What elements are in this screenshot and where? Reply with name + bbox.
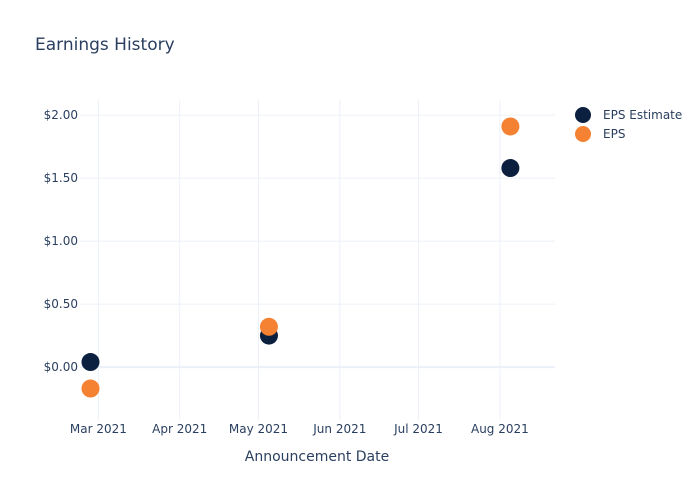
y-tick-label: $0.50	[44, 297, 78, 311]
x-tick-label: Jun 2021	[312, 422, 366, 436]
y-tick-label: $2.00	[44, 108, 78, 122]
grid-layer	[80, 100, 555, 420]
data-point[interactable]	[81, 353, 100, 372]
y-tick-label: $1.50	[44, 171, 78, 185]
y-tick-label: $0.00	[44, 360, 78, 374]
legend-label: EPS	[603, 127, 625, 141]
y-axis-ticks: $0.00 $0.50 $1.00 $1.50 $2.00	[44, 108, 78, 374]
series-eps-estimate	[81, 159, 520, 372]
data-points	[81, 117, 520, 398]
y-tick-label: $1.00	[44, 234, 78, 248]
legend-marker	[575, 107, 591, 123]
legend[interactable]: EPS Estimate EPS	[575, 107, 682, 142]
legend-item[interactable]: EPS Estimate	[575, 107, 682, 123]
x-tick-label: Apr 2021	[152, 422, 207, 436]
data-point[interactable]	[501, 117, 520, 136]
data-point[interactable]	[81, 379, 100, 398]
legend-item[interactable]: EPS	[575, 126, 625, 142]
x-tick-label: Aug 2021	[471, 422, 529, 436]
series-eps	[81, 117, 520, 398]
data-point[interactable]	[259, 317, 278, 336]
x-tick-label: Jul 2021	[393, 422, 443, 436]
x-axis-ticks: Mar 2021 Apr 2021 May 2021 Jun 2021 Jul 2021…	[70, 422, 529, 436]
chart-title: Earnings History	[35, 35, 175, 55]
x-tick-label: Mar 2021	[70, 422, 127, 436]
x-tick-label: May 2021	[229, 422, 288, 436]
data-point[interactable]	[501, 159, 520, 178]
legend-label: EPS Estimate	[603, 108, 682, 122]
x-axis-title: Announcement Date	[245, 449, 389, 465]
legend-marker	[575, 126, 591, 142]
